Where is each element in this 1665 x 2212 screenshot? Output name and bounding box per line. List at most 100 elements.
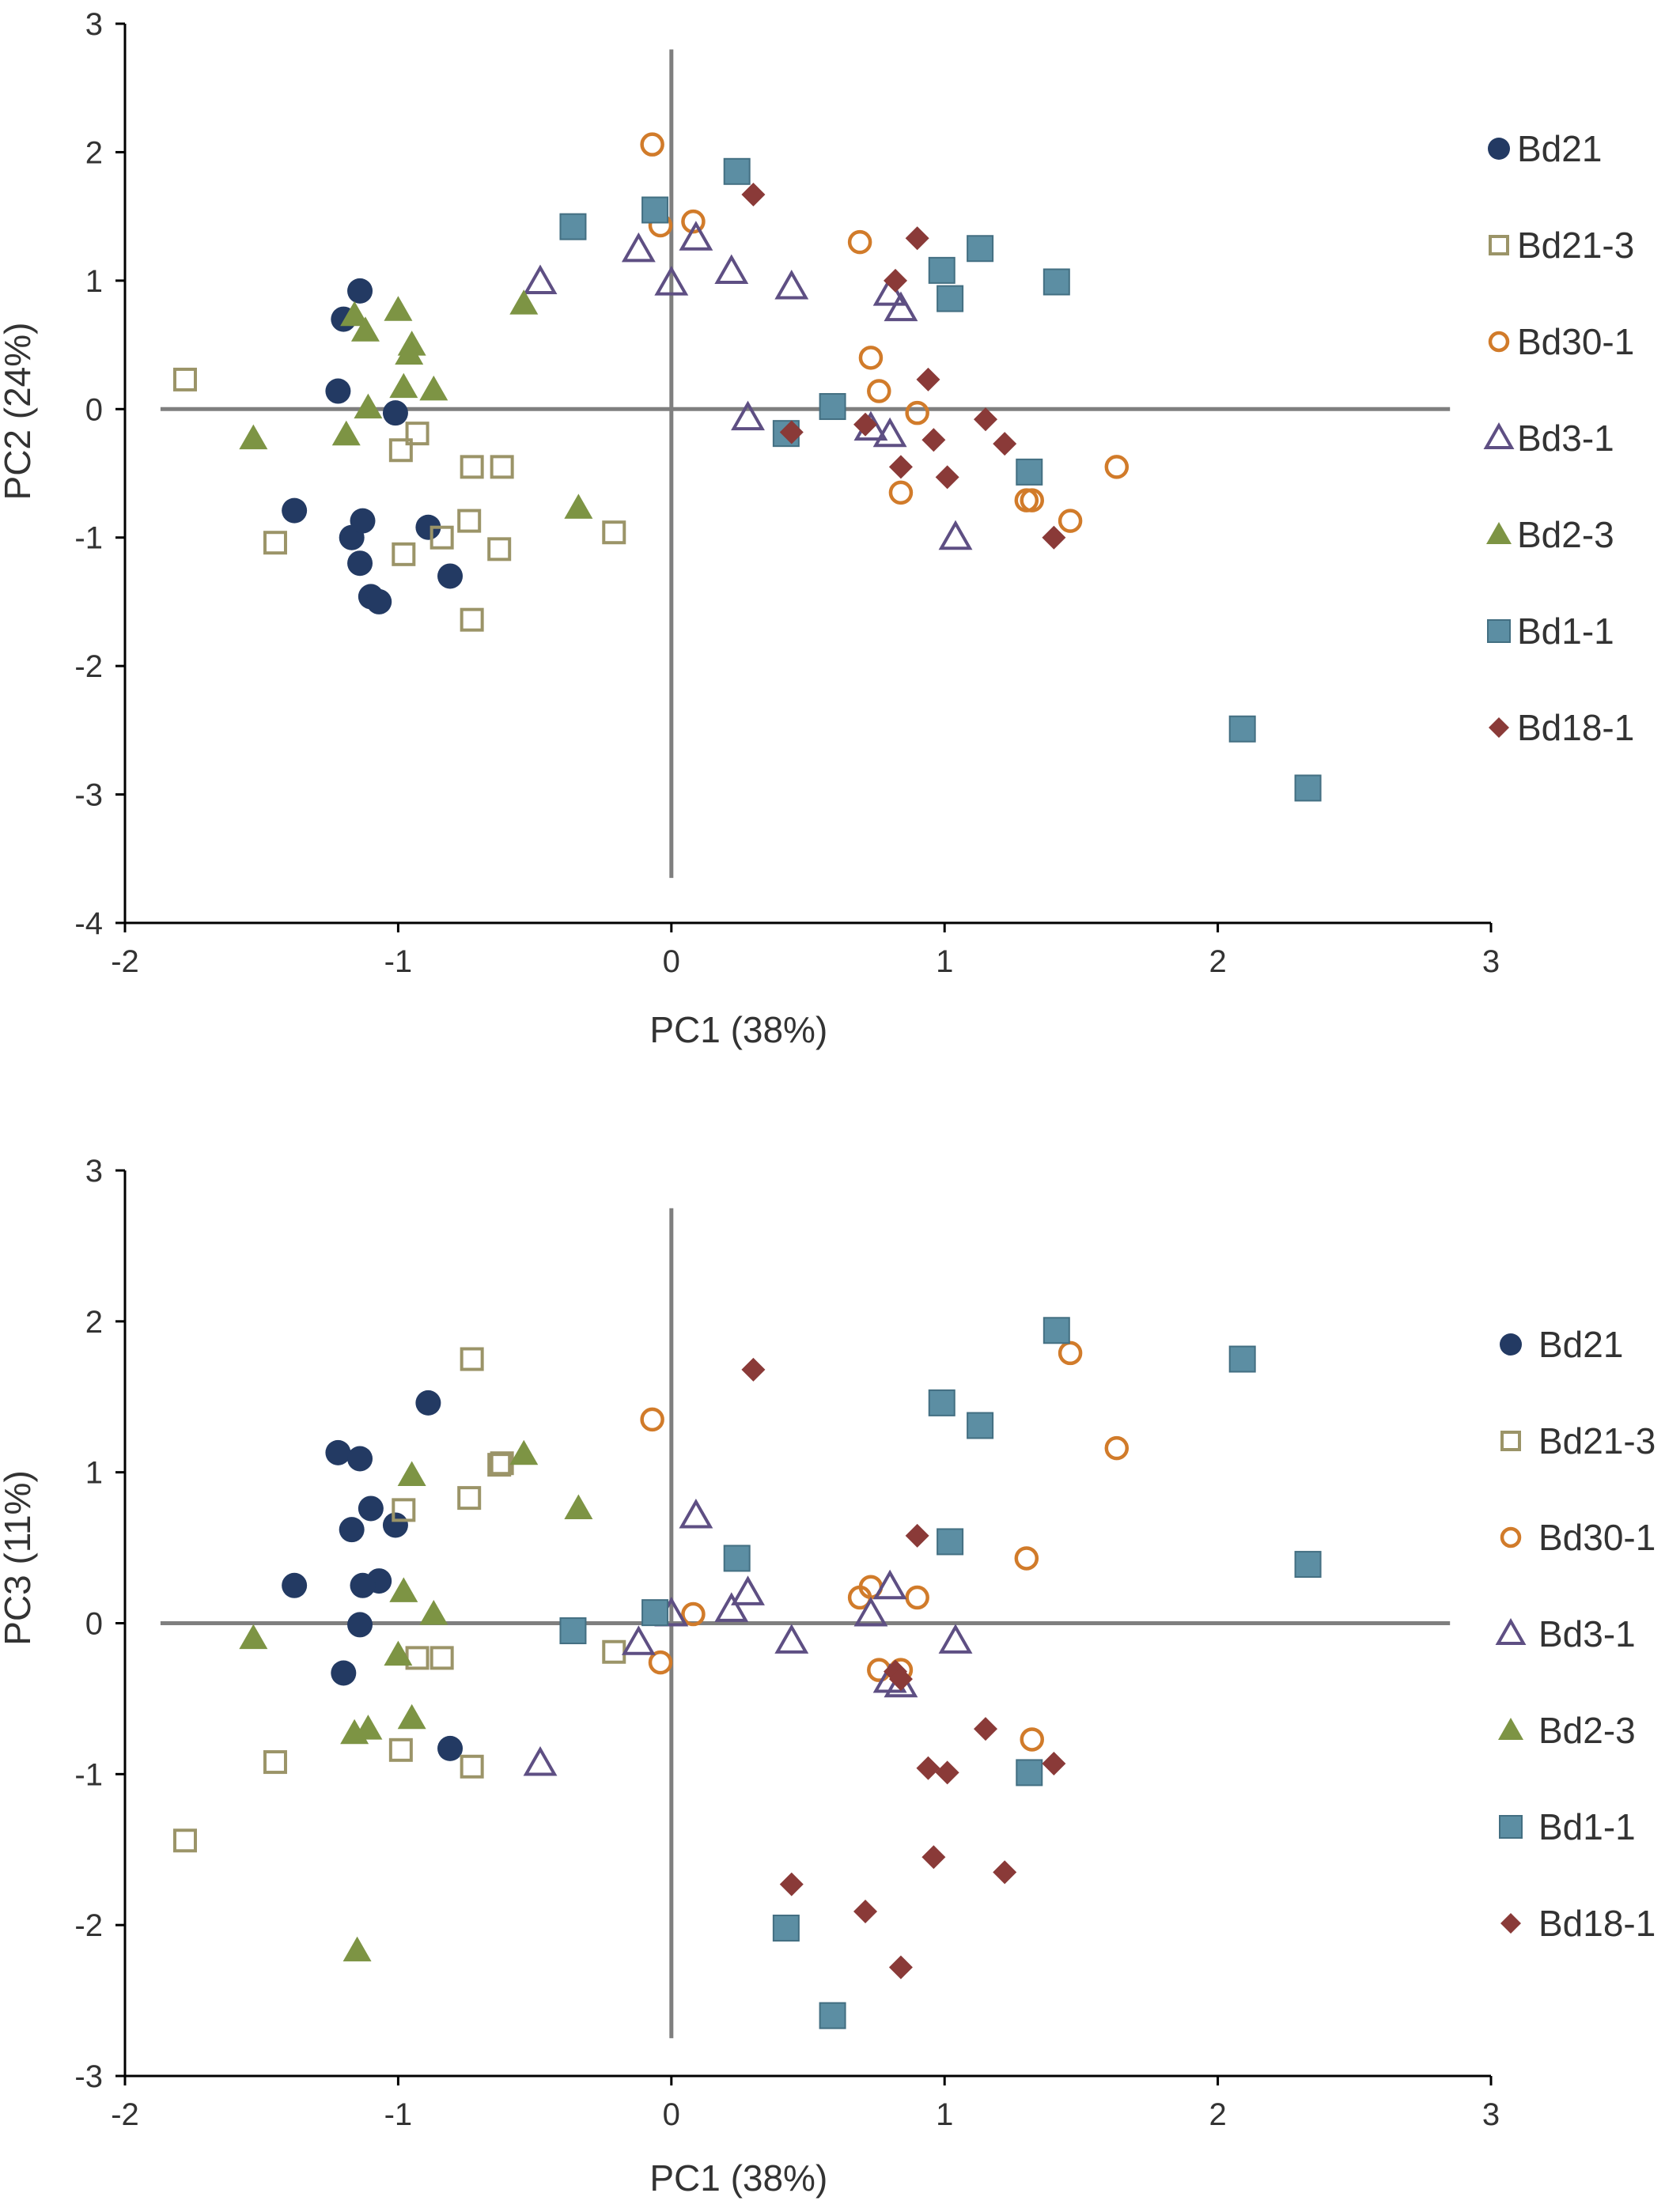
data-point [867, 379, 891, 403]
x-tick-label: 1 [936, 944, 953, 979]
x-axis-title: PC1 (38%) [649, 1009, 827, 1050]
data-point [1104, 455, 1130, 479]
data-point [564, 1494, 593, 1519]
y-tick-label: 2 [85, 135, 103, 170]
series-bd18-1 [741, 1357, 1066, 1979]
data-point [460, 1754, 484, 1779]
data-point [460, 455, 484, 479]
x-axis-title: PC1 (38%) [649, 2157, 827, 2199]
data-point [905, 226, 929, 251]
data-point [1020, 1727, 1044, 1752]
data-point [648, 1650, 673, 1675]
series-bd3-1 [523, 1498, 973, 1776]
data-point [282, 497, 308, 524]
y-tick-label: 0 [85, 1607, 103, 1642]
data-point [723, 157, 751, 185]
data-point [621, 1625, 656, 1655]
data-point [819, 2002, 846, 2029]
data-point [654, 266, 689, 296]
data-point [419, 1600, 448, 1625]
data-point [564, 493, 593, 519]
data-point [392, 1498, 416, 1522]
data-point [389, 1577, 418, 1602]
data-point [774, 269, 809, 300]
data-point [928, 256, 955, 284]
data-point [1016, 1759, 1043, 1787]
data-point [679, 221, 713, 251]
series-bd30-1 [640, 132, 1130, 533]
data-point [487, 537, 512, 562]
x-tick-label: 0 [663, 944, 680, 979]
data-point [347, 550, 373, 577]
data-point [884, 268, 908, 293]
data-point [993, 432, 1017, 456]
data-point [641, 1599, 669, 1627]
data-point [325, 1439, 351, 1465]
y-tick-label: 2 [85, 1305, 103, 1340]
legend-label: Bd30-1 [1538, 1517, 1656, 1558]
data-point [853, 1597, 888, 1627]
legend-marker-bd3-1 [1495, 1617, 1527, 1645]
data-point [559, 213, 587, 240]
data-point [888, 480, 914, 505]
series-bd30-1 [640, 1340, 1130, 1752]
data-point [714, 1592, 749, 1622]
legend-marker-bd2-3 [1486, 522, 1512, 544]
data-point [641, 196, 669, 224]
data-point [347, 1612, 373, 1638]
data-point [921, 428, 946, 452]
series-bd2-3 [239, 289, 593, 519]
series-bd21 [282, 1390, 464, 1761]
data-point [853, 1899, 878, 1923]
data-point [1014, 1546, 1039, 1571]
legend-label: Bd21-3 [1538, 1420, 1656, 1461]
data-point [1020, 488, 1044, 512]
y-tick-label: 3 [85, 1154, 103, 1189]
data-point [1058, 509, 1083, 533]
y-tick-label: -2 [74, 649, 103, 684]
data-point [967, 235, 994, 263]
data-point [935, 1760, 959, 1785]
data-point [437, 1735, 464, 1761]
data-point [342, 1936, 372, 1962]
series-bd21-3 [172, 1347, 626, 1853]
data-point [559, 1617, 587, 1645]
data-point [779, 1872, 804, 1896]
series-bd21 [282, 278, 464, 614]
data-point [389, 372, 418, 399]
legend-marker-bd2-3 [1498, 1718, 1523, 1740]
data-point [602, 1639, 626, 1664]
data-point [858, 346, 884, 370]
series-bd1-1 [559, 1317, 1322, 2029]
data-point [172, 1828, 197, 1853]
data-point [405, 422, 429, 446]
data-point [1228, 1345, 1256, 1373]
data-point [429, 525, 454, 550]
data-point [331, 420, 361, 446]
legend-marker-bd21-3 [1500, 1431, 1521, 1451]
legend-marker-bd21 [1500, 1333, 1522, 1356]
legend: Bd21 Bd21-3 Bd30-1 Bd3-1 Bd2-3 Bd1-1 Bd18-1 [1495, 1324, 1656, 1944]
data-point [415, 1390, 441, 1416]
data-point [347, 278, 373, 304]
legend-label: Bd1-1 [1538, 1806, 1636, 1847]
legend: Bd21 Bd21-3 Bd30-1 Bd3-1 Bd2-3 Bd1-1 Bd18-1 [1483, 128, 1634, 748]
data-point [723, 1545, 751, 1572]
data-point [974, 1717, 998, 1741]
legend-marker-bd21 [1488, 138, 1510, 160]
x-tick-label: 2 [1209, 944, 1226, 979]
data-point [640, 1407, 664, 1432]
legend-label: Bd3-1 [1517, 418, 1614, 459]
legend-marker-bd30-1 [1488, 331, 1510, 353]
data-point [1042, 1751, 1066, 1775]
data-point [350, 316, 380, 342]
data-point [437, 563, 464, 589]
data-point [916, 367, 940, 391]
data-point [714, 254, 749, 284]
data-point [819, 393, 846, 421]
y-tick-label: 3 [85, 7, 103, 42]
data-point [397, 1703, 426, 1730]
data-point [935, 465, 959, 490]
data-point [460, 607, 484, 632]
